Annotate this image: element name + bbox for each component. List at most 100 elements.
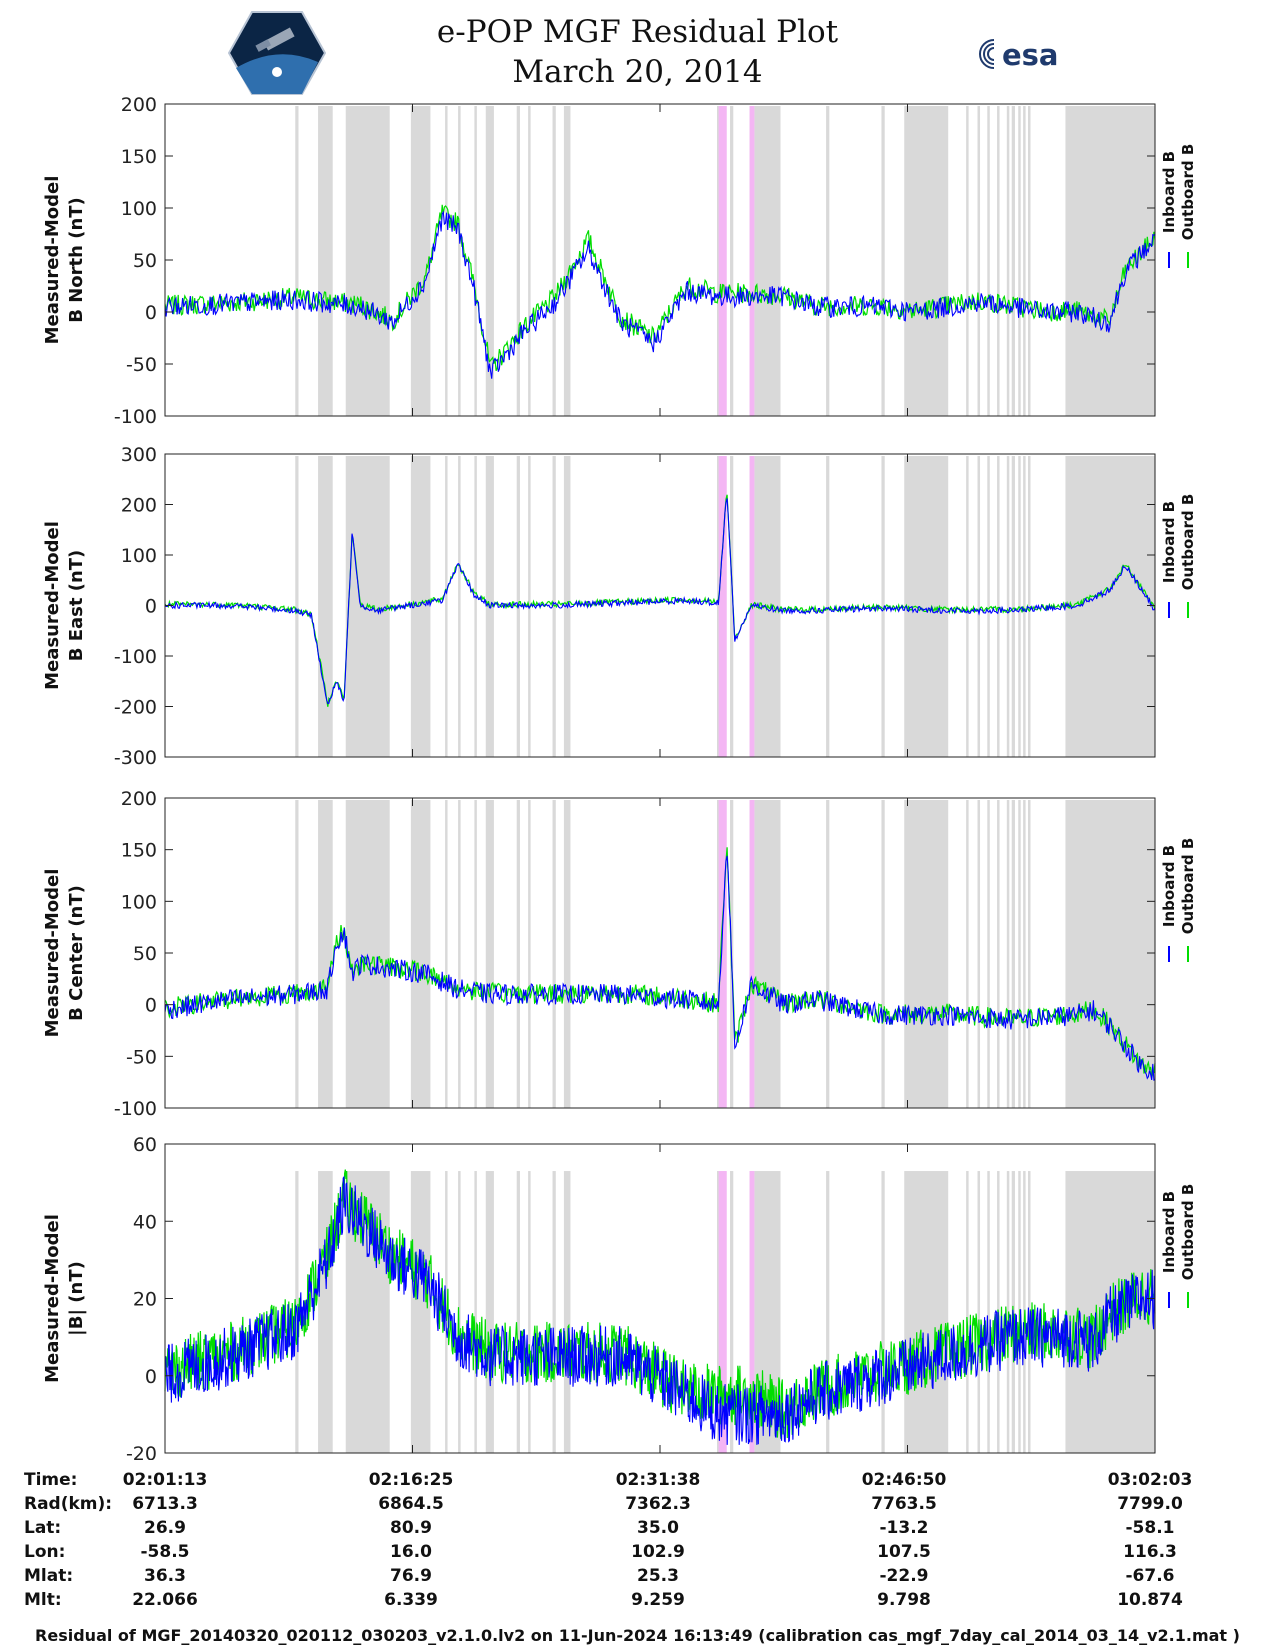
gap-band	[977, 106, 981, 416]
legend-label-inboard: Inboard B	[1160, 845, 1178, 927]
gap-band	[410, 1171, 431, 1453]
gap-band	[516, 1171, 520, 1453]
gap-band	[904, 456, 949, 757]
event-band	[718, 456, 727, 757]
gap-band	[485, 106, 494, 416]
lon-value: 116.3	[1123, 1542, 1177, 1562]
mlat-value: 25.3	[637, 1566, 679, 1586]
legend-label-outboard: Outboard B	[1179, 144, 1197, 241]
y-tick-label: 100	[121, 891, 157, 913]
gap-band	[458, 456, 461, 757]
gap-band	[977, 800, 981, 1108]
gap-band	[295, 106, 299, 416]
y-tick-label: -300	[114, 747, 157, 769]
gap-band	[987, 1171, 990, 1453]
gap-band	[881, 800, 885, 1108]
gap-band	[1006, 800, 1010, 1108]
label-time: Time:	[24, 1470, 78, 1490]
y-tick-label: 200	[121, 94, 157, 116]
lat-value: 80.9	[390, 1518, 432, 1538]
mlat-value: -22.9	[879, 1566, 929, 1586]
lon-value: -58.5	[140, 1542, 190, 1562]
label-mlat: Mlat:	[24, 1566, 74, 1586]
mlt-value: 9.798	[877, 1590, 931, 1610]
legend-label-outboard: Outboard B	[1179, 1184, 1197, 1281]
gap-band	[1027, 106, 1031, 416]
plot-frame	[164, 103, 1156, 417]
plot-frame	[164, 453, 1156, 758]
gap-band	[904, 106, 949, 416]
event-band	[718, 800, 727, 1108]
gap-band	[552, 1171, 556, 1453]
gap-band	[458, 800, 461, 1108]
y-tick-label: -20	[126, 1443, 157, 1460]
y-tick-label: 100	[121, 545, 157, 567]
gap-band	[1023, 106, 1026, 416]
y-tick-label: 40	[133, 1211, 157, 1233]
mlt-value: 6.339	[384, 1590, 438, 1610]
gap-band	[1018, 800, 1021, 1108]
y-tick-label: 150	[121, 840, 157, 862]
time-value: 02:16:25	[368, 1470, 454, 1490]
esa-logo: esa	[976, 36, 1091, 72]
y-axis-label: B North (nT)	[66, 197, 87, 323]
y-tick-label: 0	[145, 995, 157, 1017]
legend-label-outboard: Outboard B	[1179, 838, 1197, 935]
gap-band	[730, 106, 734, 416]
gap-band	[997, 106, 1000, 416]
y-tick-label: -200	[114, 697, 157, 719]
gap-band	[977, 456, 981, 757]
gap-band	[345, 800, 390, 1108]
gap-band	[826, 1171, 830, 1453]
rad-value: 7362.3	[625, 1494, 691, 1514]
gap-band	[966, 456, 969, 757]
footer-caption: Residual of MGF_20140320_020112_030203_v…	[35, 1626, 1240, 1645]
label-rad: Rad(km):	[24, 1494, 113, 1514]
series-line-inboard	[164, 210, 1156, 379]
mlt-value: 10.874	[1117, 1590, 1183, 1610]
gap-band	[474, 800, 477, 1108]
gap-band	[295, 800, 299, 1108]
chart-date: March 20, 2014	[512, 54, 763, 90]
gap-band	[730, 1171, 734, 1453]
label-lon: Lon:	[24, 1542, 66, 1562]
y-axis-label: Measured-Model	[42, 176, 63, 345]
chart-title: e-POP MGF Residual Plot	[436, 14, 839, 50]
gap-band	[458, 106, 461, 416]
gap-band	[987, 456, 990, 757]
y-tick-label: -50	[126, 354, 157, 376]
mlat-value: 76.9	[390, 1566, 432, 1586]
rad-value: 7799.0	[1117, 1494, 1183, 1514]
y-tick-label: -100	[114, 646, 157, 668]
table-row-rad: Rad(km): 6713.3 6864.5 7362.3 7763.5 779…	[0, 1494, 1275, 1518]
event-band	[718, 106, 727, 416]
y-axis-label: |B| (nT)	[66, 1261, 87, 1336]
gap-band	[1027, 800, 1031, 1108]
gap-band	[716, 800, 720, 1108]
plot-frame	[164, 797, 1156, 1109]
gap-band	[881, 1171, 885, 1453]
gap-band	[716, 1171, 720, 1453]
gap-band	[485, 1171, 494, 1453]
legend-label-inboard: Inboard B	[1160, 501, 1178, 583]
gap-band	[1027, 456, 1031, 757]
panel-2: 300 200 100 0 -100 -200 -300 Measured-Model B Ea…	[42, 444, 1197, 769]
gap-band	[977, 1171, 981, 1453]
gap-band	[445, 800, 448, 1108]
gap-band	[997, 456, 1000, 757]
gap-band	[1006, 456, 1010, 757]
gap-band	[485, 800, 494, 1108]
gap-band	[410, 106, 431, 416]
event-band	[749, 800, 755, 1108]
gap-band	[730, 456, 734, 757]
gap-band	[987, 106, 990, 416]
lat-value: -58.1	[1125, 1518, 1175, 1538]
panel-4: 60 40 20 0 -20 Measured-Model |B| (nT) Inboard …	[42, 1134, 1197, 1460]
y-tick-label: 300	[121, 444, 157, 466]
table-row-time: Time: 02:01:13 02:16:25 02:31:38 02:46:5…	[0, 1470, 1275, 1494]
gap-band	[410, 800, 431, 1108]
gap-band	[1027, 1171, 1031, 1453]
gap-band	[1011, 106, 1015, 416]
gap-band	[881, 456, 885, 757]
